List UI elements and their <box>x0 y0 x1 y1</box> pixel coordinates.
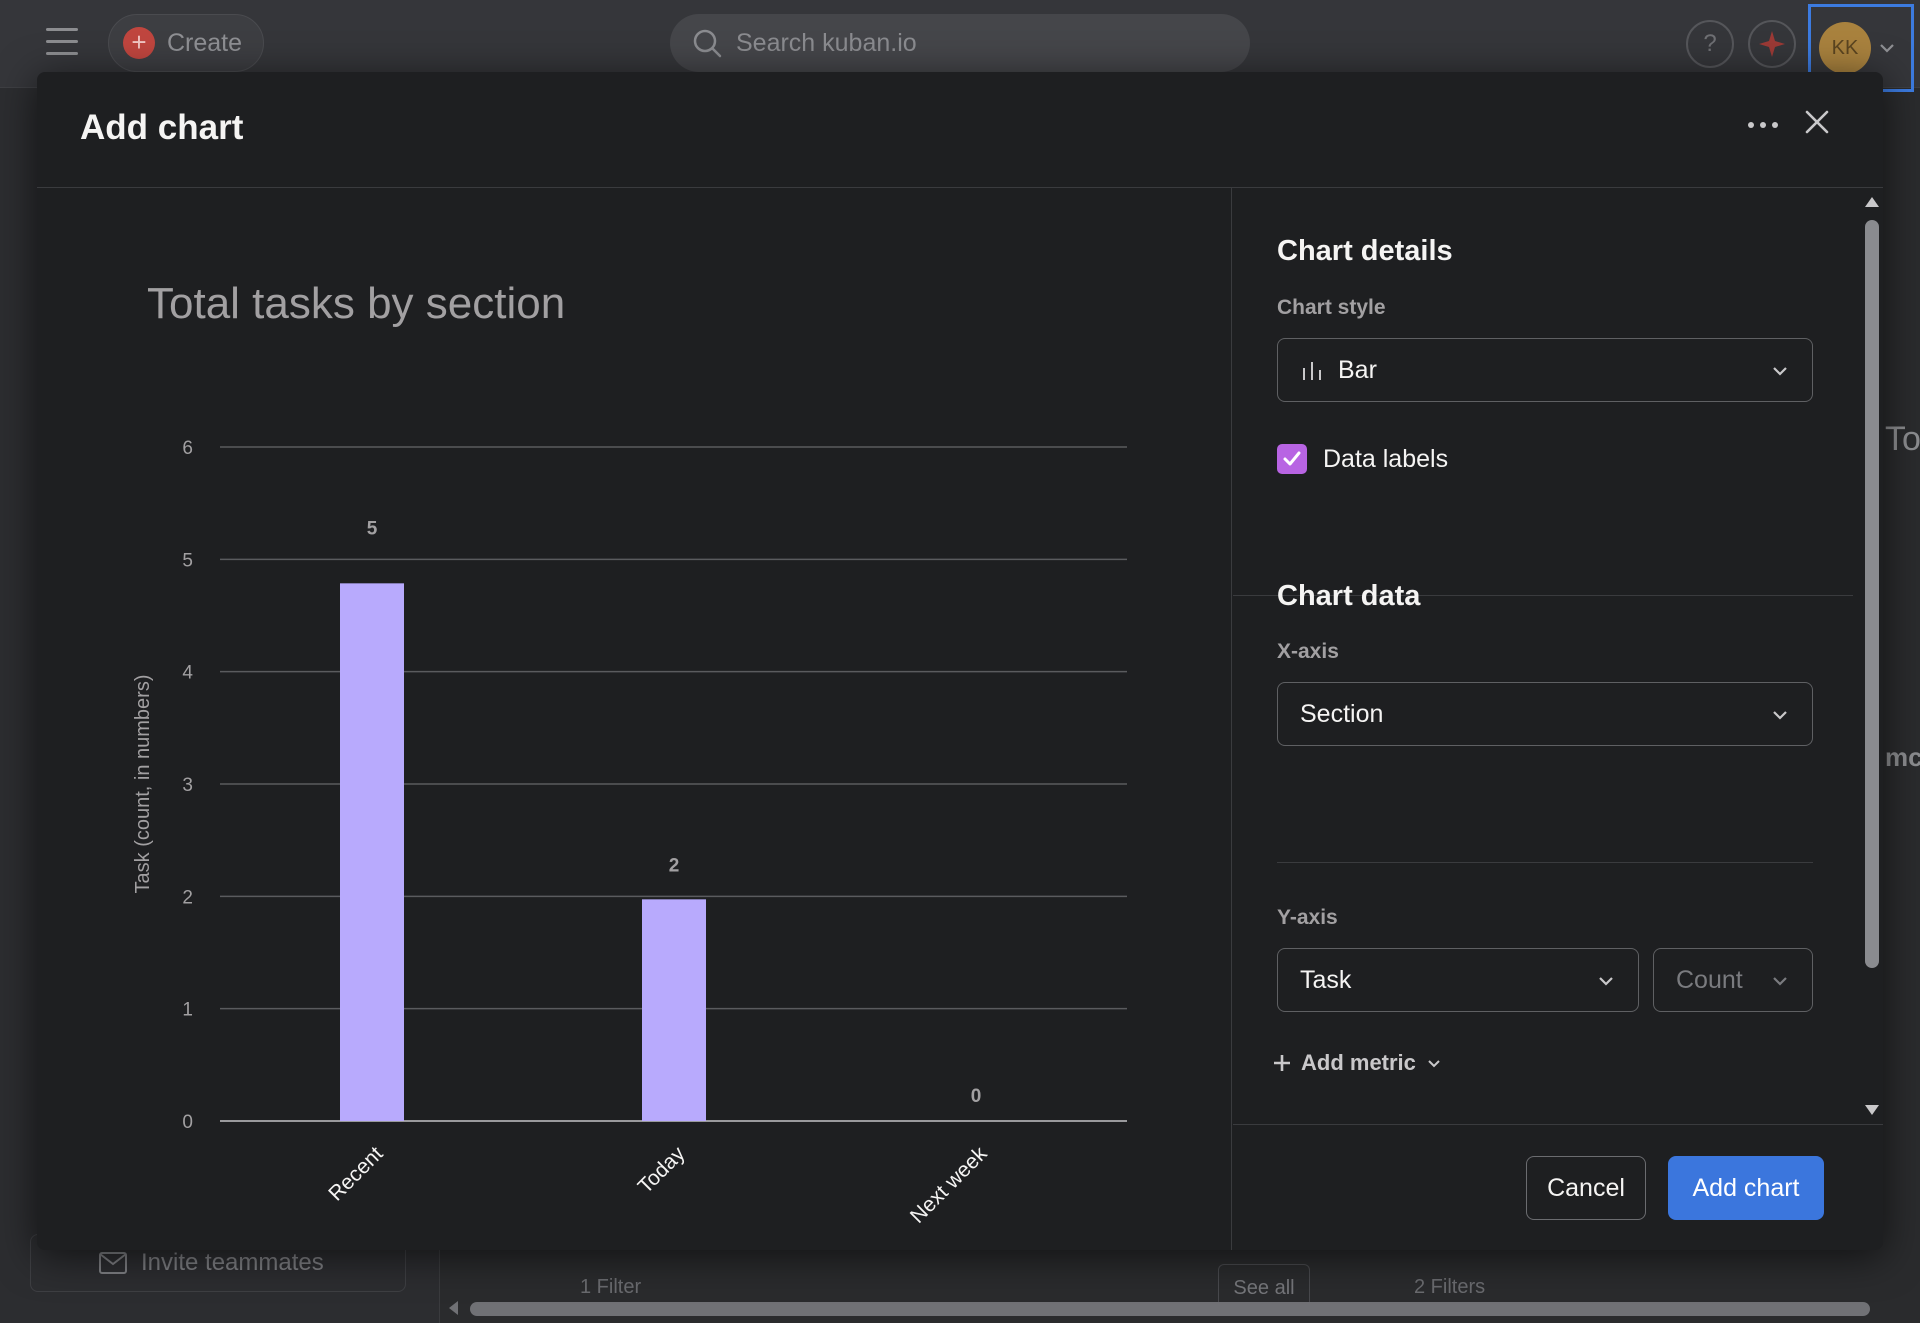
bar-chart: Total tasks by section Task (count, in n… <box>132 279 1127 1228</box>
x-tick-label: Next week <box>906 1142 992 1228</box>
dialog-title: Add chart <box>80 108 244 147</box>
search-icon <box>693 29 722 58</box>
x-tick-label: Today <box>634 1142 690 1198</box>
chart-style-label: Chart style <box>1277 296 1386 319</box>
plus-icon: + <box>123 27 155 59</box>
scroll-left-icon[interactable] <box>446 1298 460 1318</box>
dialog-header: Add chart <box>37 72 1883 188</box>
x-axis-label: X-axis <box>1277 640 1339 663</box>
data-labels-label: Data labels <box>1323 445 1449 473</box>
x-axis-select[interactable]: Section <box>1277 682 1813 746</box>
chevron-down-icon <box>1428 1060 1440 1068</box>
y-tick-label: 4 <box>182 663 193 684</box>
data-label: 5 <box>367 518 378 539</box>
scroll-up-icon[interactable] <box>1862 194 1882 210</box>
data-label: 2 <box>669 855 680 876</box>
chart-style-value: Bar <box>1338 355 1377 384</box>
create-button[interactable]: + Create <box>108 14 264 72</box>
chart-details-title: Chart details <box>1277 235 1453 267</box>
invite-label: Invite teammates <box>141 1249 324 1276</box>
mail-icon <box>99 1252 127 1274</box>
close-icon[interactable] <box>1797 102 1837 142</box>
add-chart-button[interactable]: Add chart <box>1668 1156 1824 1220</box>
add-metric-label: Add metric <box>1301 1050 1416 1075</box>
dialog-footer <box>1233 1124 1883 1250</box>
y-axis-label: Task (count, in numbers) <box>132 675 154 894</box>
help-button[interactable]: ? <box>1686 20 1734 68</box>
chevron-down-icon <box>1880 44 1894 53</box>
background-text-fragment: To <box>1885 420 1920 458</box>
background-text-fragment: mc <box>1885 742 1920 772</box>
chart-preview: Total tasks by section Task (count, in n… <box>37 188 1232 1250</box>
check-icon <box>1283 451 1301 466</box>
hamburger-menu-icon[interactable] <box>46 28 78 56</box>
data-labels-checkbox[interactable] <box>1277 444 1307 474</box>
search-placeholder: Search kuban.io <box>736 28 917 57</box>
y-tick-label: 6 <box>182 438 193 459</box>
divider <box>1277 862 1813 863</box>
horizontal-scrollbar[interactable] <box>446 1298 1866 1318</box>
chevron-down-icon <box>1773 977 1787 986</box>
chart-data-title: Chart data <box>1277 580 1421 612</box>
y-tick-label: 3 <box>182 775 193 796</box>
y-tick-label: 5 <box>182 550 193 571</box>
bar[interactable] <box>642 899 706 1121</box>
y-axis-select[interactable]: Task <box>1277 948 1639 1012</box>
y-tick-label: 2 <box>182 887 193 908</box>
horizontal-scroll-thumb[interactable] <box>470 1302 1870 1316</box>
search-input[interactable]: Search kuban.io <box>670 14 1250 72</box>
x-tick-label: Recent <box>324 1142 387 1205</box>
more-options-icon[interactable] <box>1743 110 1783 140</box>
settings-scroll-area: Chart details Chart style Bar Data label… <box>1233 188 1853 1124</box>
scroll-down-icon[interactable] <box>1862 1102 1882 1118</box>
vertical-scroll-thumb[interactable] <box>1865 220 1879 968</box>
chevron-down-icon <box>1773 367 1787 376</box>
bar-chart-icon <box>1303 362 1321 380</box>
cancel-button[interactable]: Cancel <box>1526 1156 1646 1220</box>
chevron-down-icon <box>1599 977 1613 986</box>
chevron-down-icon <box>1773 711 1787 720</box>
divider <box>1233 595 1853 596</box>
ai-sparkle-button[interactable] <box>1748 20 1796 68</box>
y-axis-aggregate-select[interactable]: Count <box>1653 948 1813 1012</box>
sparkle-icon <box>1759 31 1785 57</box>
data-label: 0 <box>971 1086 982 1107</box>
invite-teammates-button[interactable]: Invite teammates <box>30 1234 406 1292</box>
filter-two[interactable]: 2 Filters <box>1414 1276 1486 1298</box>
bar[interactable] <box>340 583 404 1121</box>
x-axis-value: Section <box>1300 699 1384 728</box>
chart-settings-panel: Chart details Chart style Bar Data label… <box>1233 188 1883 1250</box>
y-axis-label: Y-axis <box>1277 906 1338 929</box>
avatar: KK <box>1819 22 1871 74</box>
create-label: Create <box>167 28 243 57</box>
chart-title: Total tasks by section <box>147 279 565 328</box>
y-axis-aggregate-value: Count <box>1676 965 1743 994</box>
filter-one[interactable]: 1 Filter <box>580 1276 642 1298</box>
y-axis-value: Task <box>1300 965 1352 994</box>
add-chart-dialog: Add chart Total tasks by section Task (c… <box>37 72 1883 1250</box>
y-tick-label: 0 <box>182 1112 193 1133</box>
y-tick-label: 1 <box>182 1000 193 1021</box>
plus-icon <box>1274 1055 1290 1071</box>
add-metric-button[interactable]: Add metric <box>1273 1050 1442 1076</box>
chart-style-select[interactable]: Bar <box>1277 338 1813 402</box>
